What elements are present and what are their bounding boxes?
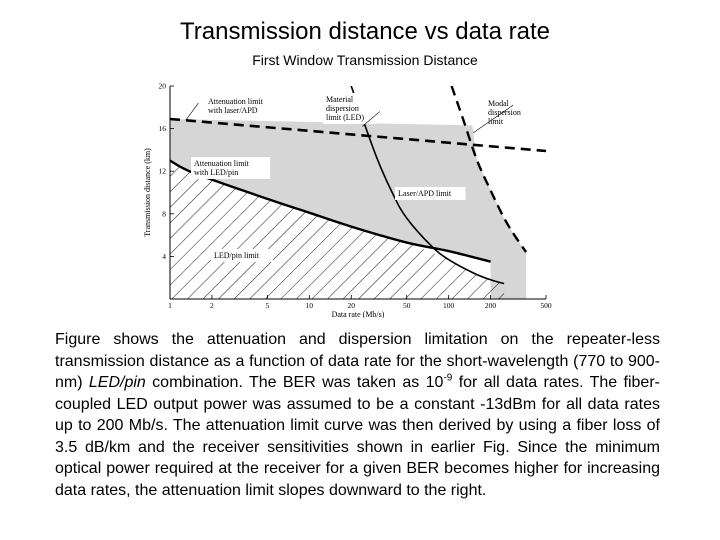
- annotation-0-line-1: with laser/APD: [208, 106, 258, 115]
- x-tick-label-10: 10: [306, 301, 314, 310]
- x-tick-label-20: 20: [347, 301, 355, 310]
- annotation-bg-1: [323, 93, 377, 124]
- series-modal-dispersion: [450, 86, 528, 253]
- x-tick-label-100: 100: [443, 301, 455, 310]
- annotation-leader-2: [472, 104, 514, 134]
- x-axis-label: Data rate (Mb/s): [332, 310, 385, 318]
- x-tick-label-5: 5: [266, 301, 270, 310]
- description-text-ber: combination. The BER was taken as 10: [145, 374, 444, 391]
- led-pin-term: LED/pin: [88, 374, 146, 391]
- annotation-1-line-1: dispersion: [326, 104, 359, 113]
- y-tick-label-16: 16: [159, 124, 167, 133]
- annotation-2-line-2: limit: [488, 117, 504, 126]
- description-paragraph: Figure shows the attenuation and dispers…: [55, 329, 660, 501]
- ber-exponent: -9: [443, 372, 453, 384]
- y-tick-label-12: 12: [159, 167, 167, 176]
- description-text: Figure shows the attenuation and dispers…: [55, 331, 660, 391]
- annotation-5-line-0: LED/pin limit: [214, 251, 260, 260]
- annotation-leader-1: [362, 111, 380, 127]
- annotation-leader-0: [185, 102, 199, 121]
- y-tick-label-8: 8: [162, 209, 166, 218]
- x-tick-label-500: 500: [540, 301, 552, 310]
- annotation-bg-2: [485, 97, 534, 128]
- annotation-bg-0: [205, 95, 285, 117]
- page-subtitle: First Window Transmission Distance: [252, 52, 478, 68]
- y-tick-label-4: 4: [162, 252, 166, 261]
- x-tick-label-50: 50: [403, 301, 411, 310]
- annotation-0-line-0: Attenuation limit: [208, 97, 264, 106]
- y-axis-label: Transmission distance (km): [143, 148, 152, 237]
- x-tick-label-2: 2: [210, 301, 214, 310]
- annotation-3-line-0: Attenuation limit: [194, 159, 250, 168]
- annotation-1-line-0: Material: [326, 95, 354, 104]
- annotation-2-line-1: dispersion: [488, 108, 521, 117]
- page-title: Transmission distance vs data rate: [180, 18, 550, 45]
- x-tick-label-1: 1: [168, 301, 172, 310]
- description-text-rest: for all data rates. The fiber-coupled LE…: [55, 374, 660, 499]
- annotation-bg-5: [211, 249, 273, 262]
- y-tick-label-20: 20: [159, 82, 167, 91]
- annotation-1-line-2: limit (LED): [326, 113, 364, 122]
- annotation-3-line-1: with LED/pin: [194, 168, 238, 177]
- annotation-4-line-0: Laser/APD limit: [398, 189, 452, 198]
- x-tick-label-200: 200: [485, 301, 497, 310]
- annotation-bg-3: [191, 157, 271, 179]
- series-material-dispersion: [350, 86, 505, 285]
- annotation-2-line-0: Modal: [488, 99, 510, 108]
- annotation-bg-4: [395, 187, 466, 200]
